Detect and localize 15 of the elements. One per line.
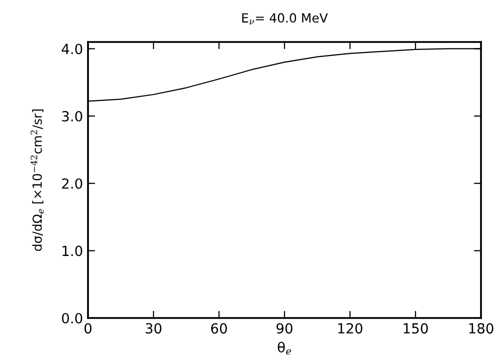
x-axis-title: θ$_{e}$ [278, 342, 292, 355]
y-axis-title: dσ/dΩ$_{e}$ [×10$^{−42}$cm$^{2}$/sr] [30, 110, 44, 251]
x-tick-label: 30 [146, 323, 162, 334]
x-tick-label: 0 [84, 323, 92, 334]
chart-title: E$_{ν}$= 40.0 MeV [242, 13, 328, 24]
y-tick-label: 1.0 [62, 246, 82, 256]
x-tick-label: 120 [338, 323, 362, 334]
y-tick-label: 4.0 [62, 44, 82, 54]
y-tick-label: 3.0 [62, 111, 82, 122]
x-tick-label: 60 [211, 323, 227, 334]
y-tick-label: 2.0 [62, 178, 82, 189]
y-tick-label: 0.0 [62, 312, 82, 324]
x-tick-label: 90 [276, 323, 292, 334]
x-tick-label: 150 [404, 323, 428, 334]
x-tick-label: 180 [469, 323, 494, 334]
